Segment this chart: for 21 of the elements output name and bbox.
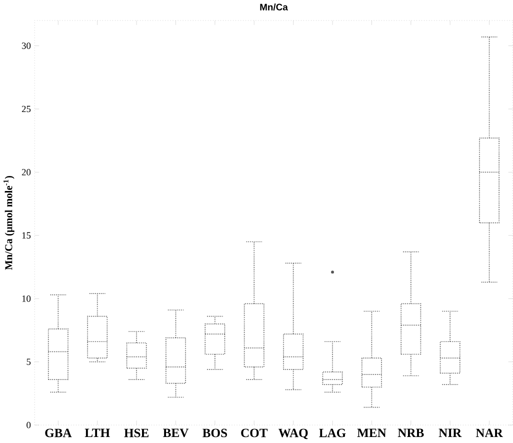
- x-tick-label: NAR: [476, 428, 503, 438]
- x-tick-label: BEV: [163, 428, 189, 438]
- y-axis-title: Mn/Ca (μmol mole$^{-1}$): [4, 176, 14, 270]
- y-tick-label: 15: [22, 232, 31, 239]
- x-tick-label: HSE: [124, 428, 148, 438]
- x-tick-label: MEN: [357, 428, 386, 438]
- x-tick-label: WAQ: [278, 428, 308, 440]
- x-tick-label: LAG: [319, 428, 346, 438]
- y-tick-label: 20: [22, 169, 31, 176]
- y-tick-label: 10: [22, 296, 31, 302]
- chart-title: Mn/Ca: [260, 4, 288, 11]
- x-tick-label: LTH: [84, 428, 110, 438]
- x-tick-label: GBA: [45, 428, 72, 438]
- x-tick-label: NIR: [438, 428, 462, 438]
- y-tick-label: 25: [22, 106, 31, 112]
- x-tick-label: COT: [241, 428, 268, 438]
- x-tick-label: NRB: [398, 428, 424, 438]
- x-tick-label: BOS: [202, 428, 227, 438]
- y-tick-label: 30: [22, 42, 31, 50]
- y-tick-label: 0: [26, 422, 31, 428]
- y-tick-label: 5: [26, 358, 31, 366]
